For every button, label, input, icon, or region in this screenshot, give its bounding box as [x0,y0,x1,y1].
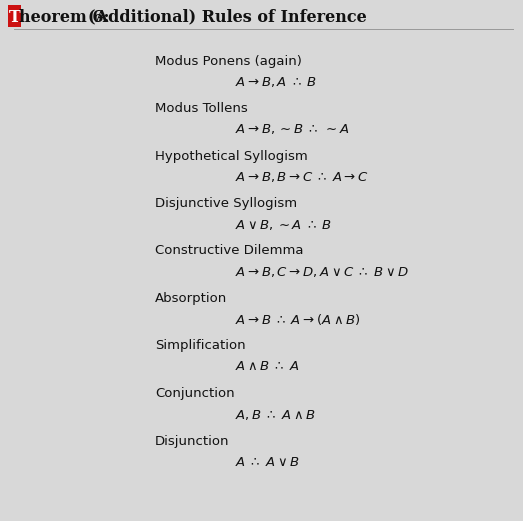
Text: Modus Ponens (again): Modus Ponens (again) [155,55,302,68]
Text: $A \;\therefore\; A \vee B$: $A \;\therefore\; A \vee B$ [235,455,300,468]
Text: heorem 6:: heorem 6: [19,8,109,26]
Text: Modus Tollens: Modus Tollens [155,102,248,115]
Text: $A \rightarrow B, A \;\therefore\; B$: $A \rightarrow B, A \;\therefore\; B$ [235,75,317,89]
Text: Conjunction: Conjunction [155,387,235,400]
Text: $A \wedge B \;\therefore\; A$: $A \wedge B \;\therefore\; A$ [235,361,300,374]
Text: Hypothetical Syllogism: Hypothetical Syllogism [155,150,308,163]
Text: Simplification: Simplification [155,340,246,353]
Text: $A \rightarrow B, B \rightarrow C \;\therefore\; A \rightarrow C$: $A \rightarrow B, B \rightarrow C \;\the… [235,170,369,184]
Bar [8,5,21,27]
Text: $A \rightarrow B, C \rightarrow D, A \vee C \;\therefore\; B \vee D$: $A \rightarrow B, C \rightarrow D, A \ve… [235,265,409,279]
Text: $A \rightarrow B, {\sim}B \;\therefore\; {\sim}A$: $A \rightarrow B, {\sim}B \;\therefore\;… [235,122,349,137]
Text: Absorption: Absorption [155,292,228,305]
Text: $A \rightarrow B \;\therefore\; A \rightarrow (A \wedge B)$: $A \rightarrow B \;\therefore\; A \right… [235,312,360,327]
Text: Disjunctive Syllogism: Disjunctive Syllogism [155,197,297,210]
Text: Constructive Dilemma: Constructive Dilemma [155,244,303,257]
Text: $A \vee B, {\sim}A \;\therefore\; B$: $A \vee B, {\sim}A \;\therefore\; B$ [235,217,332,231]
Text: T: T [8,8,20,26]
Text: $A, B \;\therefore\; A \wedge B$: $A, B \;\therefore\; A \wedge B$ [235,407,315,421]
Text: Disjunction: Disjunction [155,435,230,448]
Text: (Additional) Rules of Inference: (Additional) Rules of Inference [88,8,367,26]
